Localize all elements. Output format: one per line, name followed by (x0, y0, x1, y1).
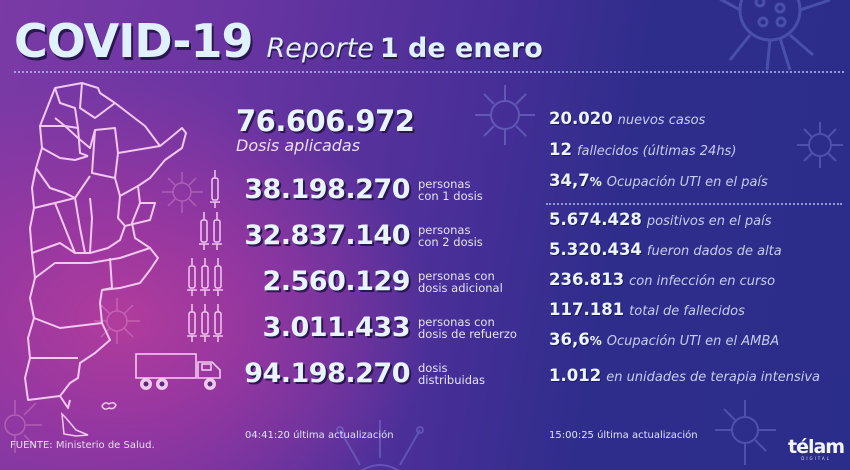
dose-label: personas con dosis adicional (418, 268, 503, 295)
stat-value: 5.674.428 (549, 210, 642, 229)
total-doses-label: Dosis aplicadas (236, 136, 361, 155)
stat-value: 20.020 (549, 109, 613, 128)
stat-new-cases: 20.020 nuevos casos (549, 109, 705, 128)
stat-label: nuevos casos (617, 113, 706, 128)
header-divider (14, 71, 844, 73)
virus-decoration-icon (94, 298, 140, 344)
stat-active: 236.813 con infección en curso (549, 270, 775, 289)
telam-logo: télam DIGITAL (788, 436, 845, 462)
islands-icon (101, 401, 117, 410)
virus-decoration-icon (162, 172, 203, 213)
dose-value: 3.011.433 (262, 312, 410, 343)
virus-decoration-icon (4, 400, 42, 453)
stat-total-deaths: 117.181 total de fallecidos (549, 300, 745, 319)
argentina-map-icon (24, 82, 187, 409)
header: COVID-19 Reporte 1 de enero (14, 14, 543, 68)
dose-label: dosis distribuidas (418, 360, 486, 387)
syringe-icon (210, 170, 220, 208)
stat-value: 117.181 (549, 300, 625, 319)
stat-total-positive: 5.674.428 positivos en el país (549, 210, 771, 229)
dose-value: 32.837.140 (244, 220, 410, 251)
virus-decoration-icon (718, 0, 831, 71)
stat-label: fueron dados de alta (646, 244, 782, 259)
stat-value: 236.813 (549, 270, 625, 289)
syringe-triple-icon (187, 304, 223, 342)
dose-row-4: 3.011.433 personas con dosis de refuerzo (226, 312, 517, 343)
logo-subtitle: DIGITAL (801, 456, 831, 461)
stat-value: 12 (549, 140, 572, 159)
virus-decoration-icon (797, 122, 843, 168)
stat-label: en unidades de terapia intensiva (606, 370, 821, 385)
stat-icu-amba: 36,6% Ocupación UTI en el AMBA (549, 330, 780, 349)
virus-decoration-icon (715, 400, 776, 465)
dose-value: 2.560.129 (262, 266, 410, 297)
virus-decoration-icon (336, 420, 424, 470)
stat-value: 36,6 (549, 330, 590, 349)
truck-icon (135, 353, 221, 390)
stat-label: Ocupación UTI en el AMBA (606, 334, 780, 349)
stats-divider (546, 203, 842, 205)
stat-label: positivos en el país (646, 214, 772, 229)
stat-label: fallecidos (últimas 24hs) (576, 144, 737, 159)
syringe-pair-icon (199, 212, 222, 250)
stat-label: total de fallecidos (629, 304, 745, 319)
stat-value: 1.012 (549, 366, 602, 385)
tierra-del-fuego-icon (61, 412, 89, 437)
logo-wordmark: télam (788, 436, 845, 458)
stat-value: 5.320.434 (549, 240, 642, 259)
report-subtitle: Reporte 1 de enero (267, 33, 543, 64)
total-doses-value: 76.606.972 (236, 104, 415, 138)
source-note: FUENTE: Ministerio de Salud. (10, 440, 155, 451)
stat-icu-country: 34,7% Ocupación UTI en el país (549, 171, 768, 190)
dose-row-1: 38.198.270 personas con 1 dosis (226, 174, 483, 205)
dose-value: 38.198.270 (244, 174, 410, 205)
dose-row-5: 94.198.270 dosis distribuidas (226, 358, 485, 389)
dose-row-3: 2.560.129 personas con dosis adicional (226, 266, 503, 297)
stat-deaths-24h: 12 fallecidos (últimas 24hs) (549, 140, 736, 159)
dose-label: personas con 1 dosis (418, 176, 483, 203)
stat-icu-patients: 1.012 en unidades de terapia intensiva (549, 366, 820, 385)
stat-label: con infección en curso (629, 274, 776, 289)
vaccination-total: 76.606.972 Dosis aplicadas (236, 104, 415, 155)
stat-value: 34,7 (549, 171, 590, 190)
report-label: Reporte (266, 33, 374, 64)
report-date: 1 de enero (379, 33, 543, 64)
stat-label: Ocupación UTI en el país (606, 175, 768, 190)
stat-discharged: 5.320.434 fueron dados de alta (549, 240, 782, 259)
syringe-triple-icon (187, 258, 223, 296)
page-title: COVID-19 (14, 14, 253, 68)
dose-label: personas con dosis de refuerzo (418, 314, 517, 341)
vaccination-update-time: 04:41:20 última actualización (245, 430, 394, 441)
dose-label: personas con 2 dosis (418, 222, 483, 249)
cases-update-time: 15:00:25 última actualización (549, 430, 698, 441)
virus-decoration-icon (475, 85, 535, 145)
dose-row-2: 32.837.140 personas con 2 dosis (226, 220, 483, 251)
dose-value: 94.198.270 (244, 358, 410, 389)
